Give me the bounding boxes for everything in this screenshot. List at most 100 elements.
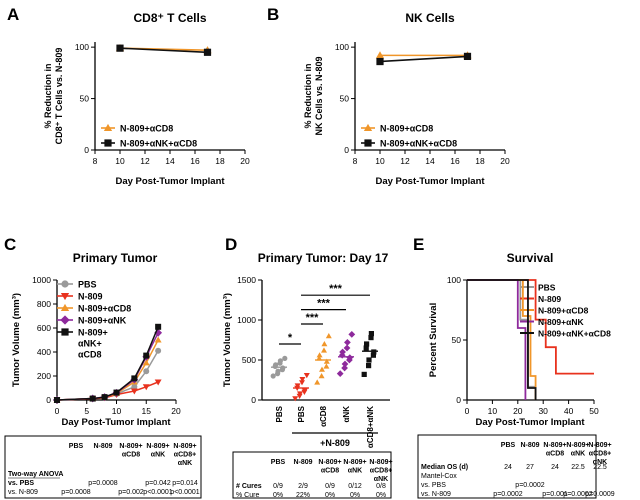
legend-marker (60, 315, 70, 325)
legend-label: N-809+αNK+αCD8 (380, 139, 457, 149)
panel-letter: D (225, 235, 237, 254)
y-tick-label: 500 (242, 355, 256, 365)
y-tick-label: 100 (75, 42, 89, 52)
series-line (56, 350, 159, 401)
series-line (56, 339, 159, 401)
series-line (379, 55, 468, 63)
data-point (368, 331, 374, 337)
x-tick-label: 16 (190, 156, 200, 166)
x-axis-label: Day Post-Tumor Implant (115, 176, 225, 187)
data-point (277, 358, 283, 364)
data-point (89, 395, 96, 402)
table-cell: 0% (273, 492, 283, 499)
table-header: N-809+ (543, 442, 566, 449)
legend-label: N-809+ (78, 328, 108, 338)
table-cell: p=0.001 (542, 491, 568, 498)
x-tick-label: 8 (353, 156, 358, 166)
data-point (203, 48, 212, 56)
panel-letter: A (7, 5, 19, 24)
x-tick-label: 12 (400, 156, 410, 166)
y-tick-label: 50 (80, 94, 90, 104)
legend-label: N-809+αNK (538, 317, 584, 327)
table-header: αNK (151, 452, 165, 459)
x-tick-label: 0 (465, 406, 470, 416)
table-cell: p=0.042 (145, 480, 171, 487)
table-row-label: % Cure (236, 492, 259, 499)
table-row-label: vs. N-809 (8, 489, 38, 496)
y-tick-label: 1500 (237, 275, 256, 285)
x-category-label: αNK (342, 406, 351, 423)
x-axis-label: Day Post-Tumor Implant (475, 417, 585, 428)
x-tick-label: 8 (93, 156, 98, 166)
legend-marker (60, 303, 70, 312)
legend-label: N-809+αCD8 (120, 124, 173, 134)
data-point (364, 341, 370, 347)
data-point (323, 358, 330, 364)
data-point (316, 352, 323, 358)
table-row-label: vs. N-809 (421, 491, 451, 498)
table-cell: 0% (325, 492, 335, 499)
table-border (232, 451, 392, 499)
table-header: N-809+ (146, 443, 169, 450)
y-axis-label: Tumor Volume (mm³) (11, 293, 22, 387)
legend-label: N-809+αNK+αCD8 (538, 329, 611, 339)
table-header: αCD8 (546, 451, 564, 458)
y-tick-label: 800 (37, 299, 51, 309)
data-point (341, 360, 349, 368)
data-point (142, 384, 150, 391)
x-tick-label: 10 (115, 156, 125, 166)
data-point (366, 357, 372, 363)
table-header: N-809 (293, 459, 312, 466)
y-tick-label: 100 (447, 275, 461, 285)
data-point (299, 380, 305, 386)
y-tick-label: 0 (456, 395, 461, 405)
data-point (371, 349, 377, 355)
table-header: αNK (593, 459, 607, 466)
table-header: N-809+ (119, 443, 142, 450)
data-point (303, 372, 310, 379)
table-cell: p<0.0001 (143, 489, 172, 496)
table-header: PBS (69, 443, 84, 450)
y-tick-label: 50 (340, 94, 350, 104)
data-point (142, 359, 150, 366)
data-point (273, 362, 279, 368)
x-tick-label: 18 (215, 156, 225, 166)
survival-curve (467, 279, 527, 400)
x-axis-label: Day Post-Tumor Implant (61, 417, 171, 428)
table-cell: p=0.002 (118, 489, 144, 496)
survival-curve (467, 279, 594, 375)
data-point (154, 336, 162, 343)
series-line (119, 47, 208, 54)
data-point (292, 396, 299, 402)
x-category-label: PBS (275, 405, 284, 422)
y-tick-label: 100 (335, 42, 349, 52)
data-point (270, 373, 276, 379)
table-header: N-809+ (588, 442, 611, 449)
panel-title: Primary Tumor: Day 17 (258, 251, 389, 265)
data-point (463, 52, 472, 60)
y-tick-label: 600 (37, 323, 51, 333)
table-cell: 0/12 (348, 483, 362, 490)
x-tick-label: 10 (112, 406, 122, 416)
x-tick-label: 20 (500, 156, 510, 166)
table-header: N-809+ (369, 459, 392, 466)
data-point (143, 352, 150, 359)
table-row-label: vs. PBS (8, 480, 34, 487)
table-cell: 0/9 (273, 483, 283, 490)
y-tick-label: 1000 (237, 315, 256, 325)
y-tick-label: 0 (344, 145, 349, 155)
y-tick-label: 0 (46, 395, 51, 405)
x-category-label: αCD8 (319, 405, 328, 426)
table-cell: p=0.0002 (563, 491, 592, 498)
y-axis-label: % Reduction in (43, 64, 53, 129)
data-point (131, 375, 138, 382)
legend-label: PBS (78, 280, 97, 290)
data-point (155, 323, 162, 330)
data-point (375, 51, 385, 59)
table-cell: p=0.0009 (585, 491, 614, 498)
legend-marker (364, 139, 372, 147)
data-point (321, 341, 328, 347)
data-point (314, 379, 321, 385)
table-cell: 22% (296, 492, 310, 499)
